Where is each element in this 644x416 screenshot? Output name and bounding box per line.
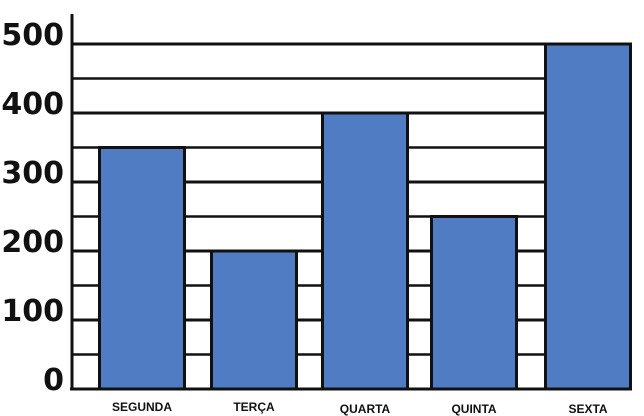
axes xyxy=(70,14,632,391)
bars xyxy=(98,42,632,391)
bar-terça xyxy=(210,249,298,391)
y-tick-label: 200 xyxy=(1,225,64,260)
y-tick-labels: 0 100 200 300 400 500 xyxy=(1,18,64,398)
x-category-label: SEXTA xyxy=(568,402,607,416)
y-tick-label: 300 xyxy=(1,156,64,191)
bar-sexta xyxy=(544,42,632,391)
y-tick-label: 100 xyxy=(1,294,64,329)
y-tick-label: 500 xyxy=(1,18,64,53)
x-category-label: QUINTA xyxy=(451,402,496,416)
y-tick-label: 0 xyxy=(43,363,64,398)
bar-segunda xyxy=(98,146,186,391)
bar-quinta xyxy=(430,215,518,391)
x-category-label: SEGUNDA xyxy=(112,400,172,414)
x-category-label: QUARTA xyxy=(340,402,391,416)
bar-quarta xyxy=(321,111,409,391)
y-tick-label: 400 xyxy=(1,87,64,122)
x-category-label: TERÇA xyxy=(233,400,275,414)
x-category-labels: SEGUNDA TERÇA QUARTA QUINTA SEXTA xyxy=(112,400,608,416)
